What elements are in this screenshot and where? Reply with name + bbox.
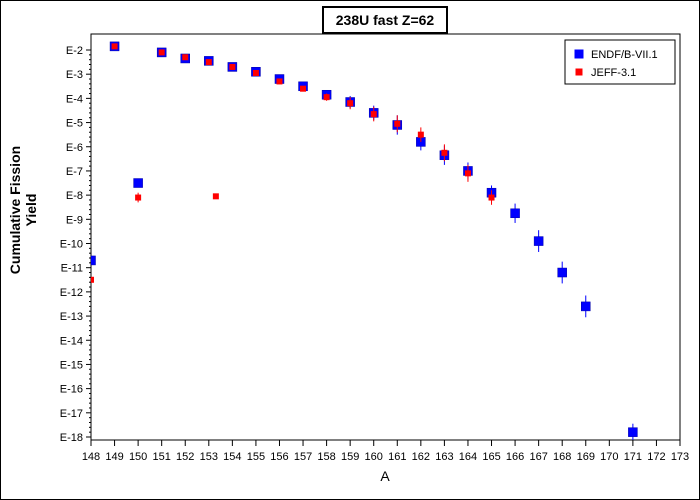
y-tick-label: E-14: [60, 335, 83, 347]
data-point: [276, 78, 283, 85]
x-tick-label: 169: [577, 451, 595, 463]
x-tick-label: 154: [223, 451, 241, 463]
data-point: [300, 85, 307, 92]
data-point: [111, 43, 118, 50]
x-tick-label: 163: [435, 451, 453, 463]
x-tick-label: 171: [624, 451, 642, 463]
data-point: [417, 131, 424, 138]
legend-marker: [574, 49, 584, 59]
y-tick-label: E-18: [60, 432, 83, 444]
chart-title: 238U fast Z=62: [322, 6, 448, 34]
y-tick-label: E-3: [66, 69, 83, 81]
x-tick-label: 173: [671, 451, 689, 463]
y-tick-label: E-6: [66, 142, 83, 154]
data-point: [347, 100, 354, 107]
legend-label: JEFF-3.1: [591, 67, 636, 79]
data-point: [133, 178, 143, 188]
data-point: [464, 170, 471, 177]
legend-marker: [575, 68, 583, 76]
data-point: [229, 63, 236, 70]
data-point: [628, 427, 638, 437]
x-tick-label: 157: [294, 451, 312, 463]
y-axis-label: Cumulative Fission Yield: [7, 145, 39, 275]
x-tick-label: 159: [341, 451, 359, 463]
y-tick-label: E-10: [60, 239, 83, 251]
x-tick-label: 166: [506, 451, 524, 463]
y-tick-label: E-13: [60, 311, 83, 323]
x-tick-label: 150: [129, 451, 147, 463]
y-tick-label: E-12: [60, 287, 83, 299]
legend-label: ENDF/B-VII.1: [591, 49, 658, 61]
x-tick-label: 148: [82, 451, 100, 463]
x-tick-label: 151: [153, 451, 171, 463]
y-tick-label: E-4: [66, 93, 83, 105]
data-point: [323, 94, 330, 101]
data-point: [182, 54, 189, 61]
data-point: [158, 49, 165, 56]
x-axis-label: A: [380, 468, 390, 484]
data-point: [533, 236, 544, 246]
data-point: [394, 120, 401, 127]
x-tick-label: 164: [459, 451, 477, 463]
y-tick-label: E-11: [61, 263, 83, 275]
data-point: [441, 149, 448, 156]
data-point: [252, 69, 259, 76]
x-tick-label: 162: [412, 451, 430, 463]
x-tick-label: 149: [105, 451, 123, 463]
y-tick-label: E-8: [66, 190, 83, 202]
data-point: [91, 255, 96, 266]
data-point: [212, 193, 219, 200]
data-point: [135, 194, 142, 201]
series-1: [91, 41, 638, 440]
y-tick-label: E-2: [66, 45, 83, 57]
x-tick-label: 168: [553, 451, 571, 463]
x-tick-label: 158: [317, 451, 335, 463]
y-tick-label: E-7: [66, 166, 83, 178]
chart-title-text: 238U fast Z=62: [335, 12, 435, 28]
series-2: [91, 43, 495, 283]
y-tick-label: E-5: [66, 118, 83, 130]
x-tick-label: 152: [176, 451, 194, 463]
data-point: [205, 59, 212, 66]
x-tick-label: 153: [200, 451, 218, 463]
x-tick-label: 172: [647, 451, 665, 463]
data-point: [370, 111, 377, 118]
x-tick-label: 170: [600, 451, 618, 463]
data-point: [91, 276, 94, 283]
x-tick-label: 161: [388, 451, 406, 463]
y-tick-label: E-17: [60, 408, 83, 420]
y-tick-label: E-16: [60, 384, 83, 396]
x-tick-label: 167: [529, 451, 547, 463]
data-point: [557, 267, 567, 278]
data-point: [488, 194, 495, 201]
legend-box: [564, 39, 676, 85]
x-tick-label: 160: [365, 451, 383, 463]
data-point: [510, 208, 520, 219]
data-point: [581, 301, 591, 312]
y-tick-label: E-9: [66, 214, 83, 226]
x-tick-label: 165: [482, 451, 500, 463]
y-tick-label: E-15: [60, 359, 83, 371]
plot-border: [90, 33, 681, 441]
x-tick-label: 155: [247, 451, 265, 463]
x-tick-label: 156: [270, 451, 288, 463]
